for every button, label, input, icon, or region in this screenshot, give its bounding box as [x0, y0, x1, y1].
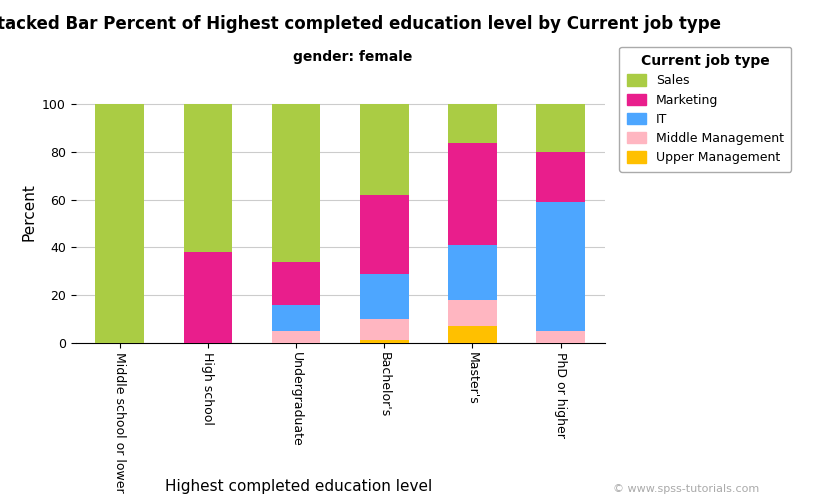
Bar	[449, 326, 496, 343]
Text: Stacked Bar Percent of Highest completed education level by Current job type: Stacked Bar Percent of Highest completed…	[0, 15, 721, 33]
Bar	[537, 202, 585, 331]
Bar	[449, 104, 496, 143]
Legend: Sales, Marketing, IT, Middle Management, Upper Management: Sales, Marketing, IT, Middle Management,…	[619, 46, 791, 172]
Bar	[360, 195, 408, 274]
Bar	[360, 274, 408, 319]
Bar	[360, 319, 408, 340]
Y-axis label: Percent: Percent	[22, 183, 36, 240]
Bar	[449, 143, 496, 245]
Bar	[272, 304, 320, 331]
Bar	[184, 104, 232, 252]
Text: © www.spss-tutorials.com: © www.spss-tutorials.com	[613, 484, 759, 494]
Bar	[537, 331, 585, 343]
Bar	[537, 104, 585, 152]
Bar	[449, 300, 496, 326]
Bar	[360, 340, 408, 343]
Text: gender: female: gender: female	[293, 50, 412, 65]
Bar	[537, 152, 585, 202]
Bar	[96, 104, 144, 343]
Bar	[360, 104, 408, 195]
Bar	[272, 262, 320, 304]
Bar	[272, 104, 320, 262]
Text: Highest completed education level: Highest completed education level	[165, 479, 432, 494]
Bar	[184, 252, 232, 343]
Bar	[449, 245, 496, 300]
Bar	[272, 331, 320, 343]
